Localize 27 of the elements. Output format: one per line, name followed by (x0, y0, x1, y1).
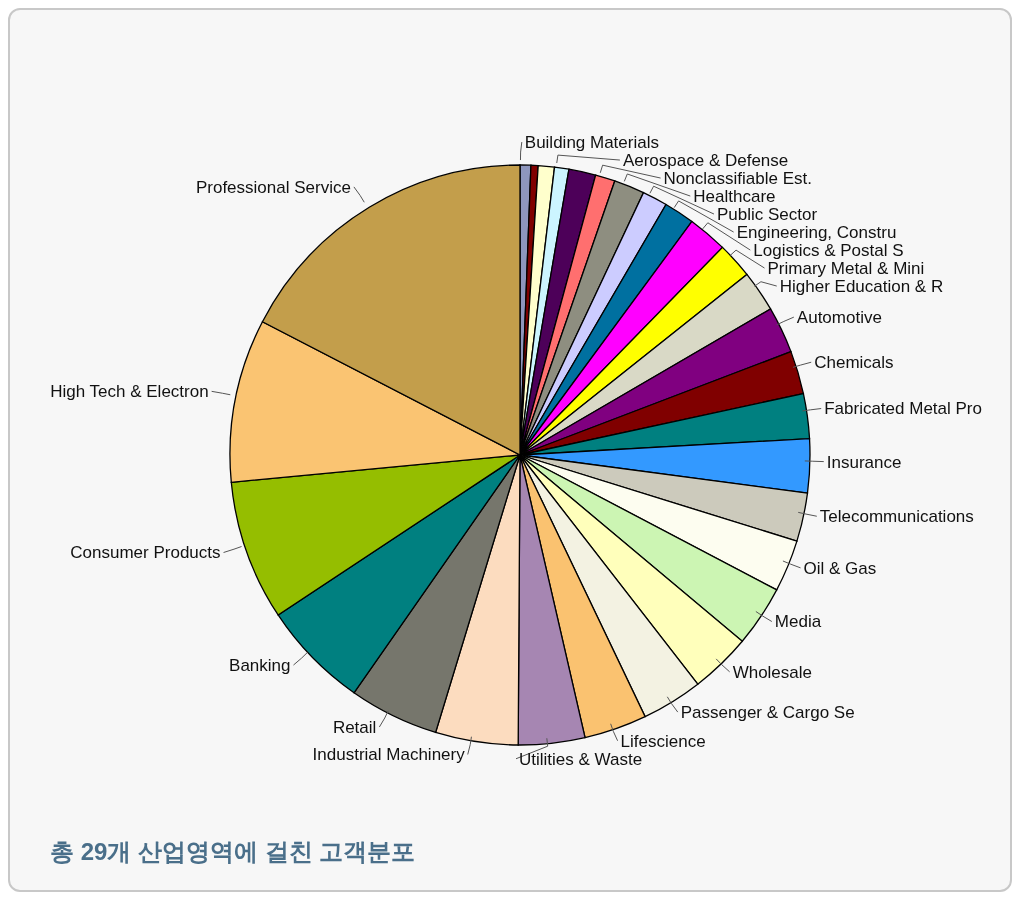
slice-label: Aerospace & Defense (622, 151, 789, 170)
slice-label: Nonclassifiable Est. (663, 169, 812, 188)
slice-label: Engineering, Constru (736, 223, 897, 242)
slice-label: Oil & Gas (803, 558, 877, 578)
slice-label: Public Sector (716, 205, 818, 224)
slice-label: Passenger & Cargo Se (680, 703, 855, 723)
slice-label: Industrial Machinery (312, 745, 466, 765)
slice-label: Healthcare (693, 187, 776, 206)
slice-label: Chemicals (814, 353, 894, 373)
slice-label: Utilities & Waste (519, 749, 643, 769)
slice-label: Media (774, 612, 822, 632)
slice-label: Retail (332, 717, 377, 737)
slice-label: Lifescience (620, 731, 706, 751)
slice-label: High Tech & Electron (50, 382, 209, 402)
slice-label: Primary Metal & Mini (767, 259, 925, 278)
slice-label: Wholesale (732, 662, 813, 682)
slice-label: Higher Education & R (779, 277, 944, 296)
slice-label: Insurance (826, 452, 902, 472)
slice-label: Banking (229, 655, 291, 675)
slice-label: Automotive (796, 308, 882, 328)
slice-label: Professional Service (195, 177, 351, 197)
slice-label: Fabricated Metal Pro (824, 399, 982, 419)
slice-label: Telecommunications (819, 507, 974, 527)
slice-label: Logistics & Postal S (753, 241, 904, 260)
slice-label: Consumer Products (70, 543, 221, 563)
slice-label: Building Materials (524, 133, 659, 152)
text: 총 29개 산업영역에 걸친 고객분포 (50, 837, 416, 867)
